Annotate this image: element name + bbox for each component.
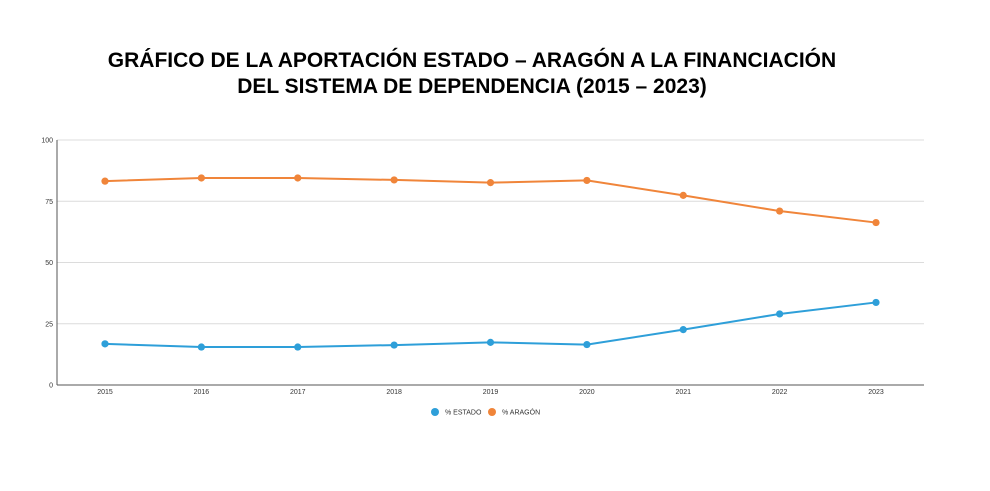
y-tick-label-50: 50	[45, 260, 53, 267]
x-tick-label-2023: 2023	[868, 389, 884, 396]
series-0-point-2022	[776, 310, 784, 318]
series-0-point-2021	[679, 326, 687, 334]
chart-title-line-1: GRÁFICO DE LA APORTACIÓN ESTADO – ARAGÓN…	[107, 49, 837, 72]
series-0-point-2016	[197, 343, 205, 351]
legend-marker-1	[488, 408, 496, 416]
series-1-point-2015	[101, 177, 109, 185]
x-tick-label-2015: 2015	[97, 389, 113, 396]
series-1-point-2022	[776, 207, 784, 215]
series-0-point-2023	[872, 298, 880, 307]
y-tick-label-25: 25	[45, 321, 53, 328]
x-tick-label-2022: 2022	[772, 389, 788, 396]
series-0-point-2015	[101, 340, 109, 348]
x-tick-label-2016: 2016	[194, 389, 210, 396]
series-0-point-2019	[486, 338, 495, 346]
series-0-point-2018	[390, 341, 398, 349]
series-1-point-2020	[583, 176, 591, 185]
y-tick-label-0: 0	[49, 383, 53, 390]
series-1-point-2018	[390, 176, 398, 184]
series-1-point-2016	[197, 174, 205, 182]
x-tick-label-2020: 2020	[579, 389, 595, 396]
y-tick-label-100: 100	[41, 138, 53, 145]
chart-title: GRÁFICO DE LA APORTACIÓN ESTADO – ARAGÓN…	[0, 48, 944, 100]
series-1-point-2019	[486, 179, 495, 187]
x-tick-label-2017: 2017	[290, 389, 306, 396]
x-tick-label-2021: 2021	[675, 389, 691, 396]
series-0-point-2017	[294, 343, 302, 351]
series-1-point-2021	[679, 191, 687, 199]
legend-label-0: % ESTADO	[445, 410, 482, 417]
series-1-point-2023	[872, 218, 880, 227]
legend-label-1: % ARAGÓN	[502, 408, 540, 417]
legend-marker-0	[431, 408, 439, 416]
x-tick-label-2018: 2018	[386, 389, 402, 396]
chart-title-line-2: DEL SISTEMA DE DEPENDENCIA (2015 – 2023)	[237, 75, 707, 98]
y-tick-label-75: 75	[45, 199, 53, 206]
series-1-point-2017	[294, 174, 302, 182]
series-0-point-2020	[583, 340, 591, 349]
x-tick-label-2019: 2019	[483, 389, 499, 396]
